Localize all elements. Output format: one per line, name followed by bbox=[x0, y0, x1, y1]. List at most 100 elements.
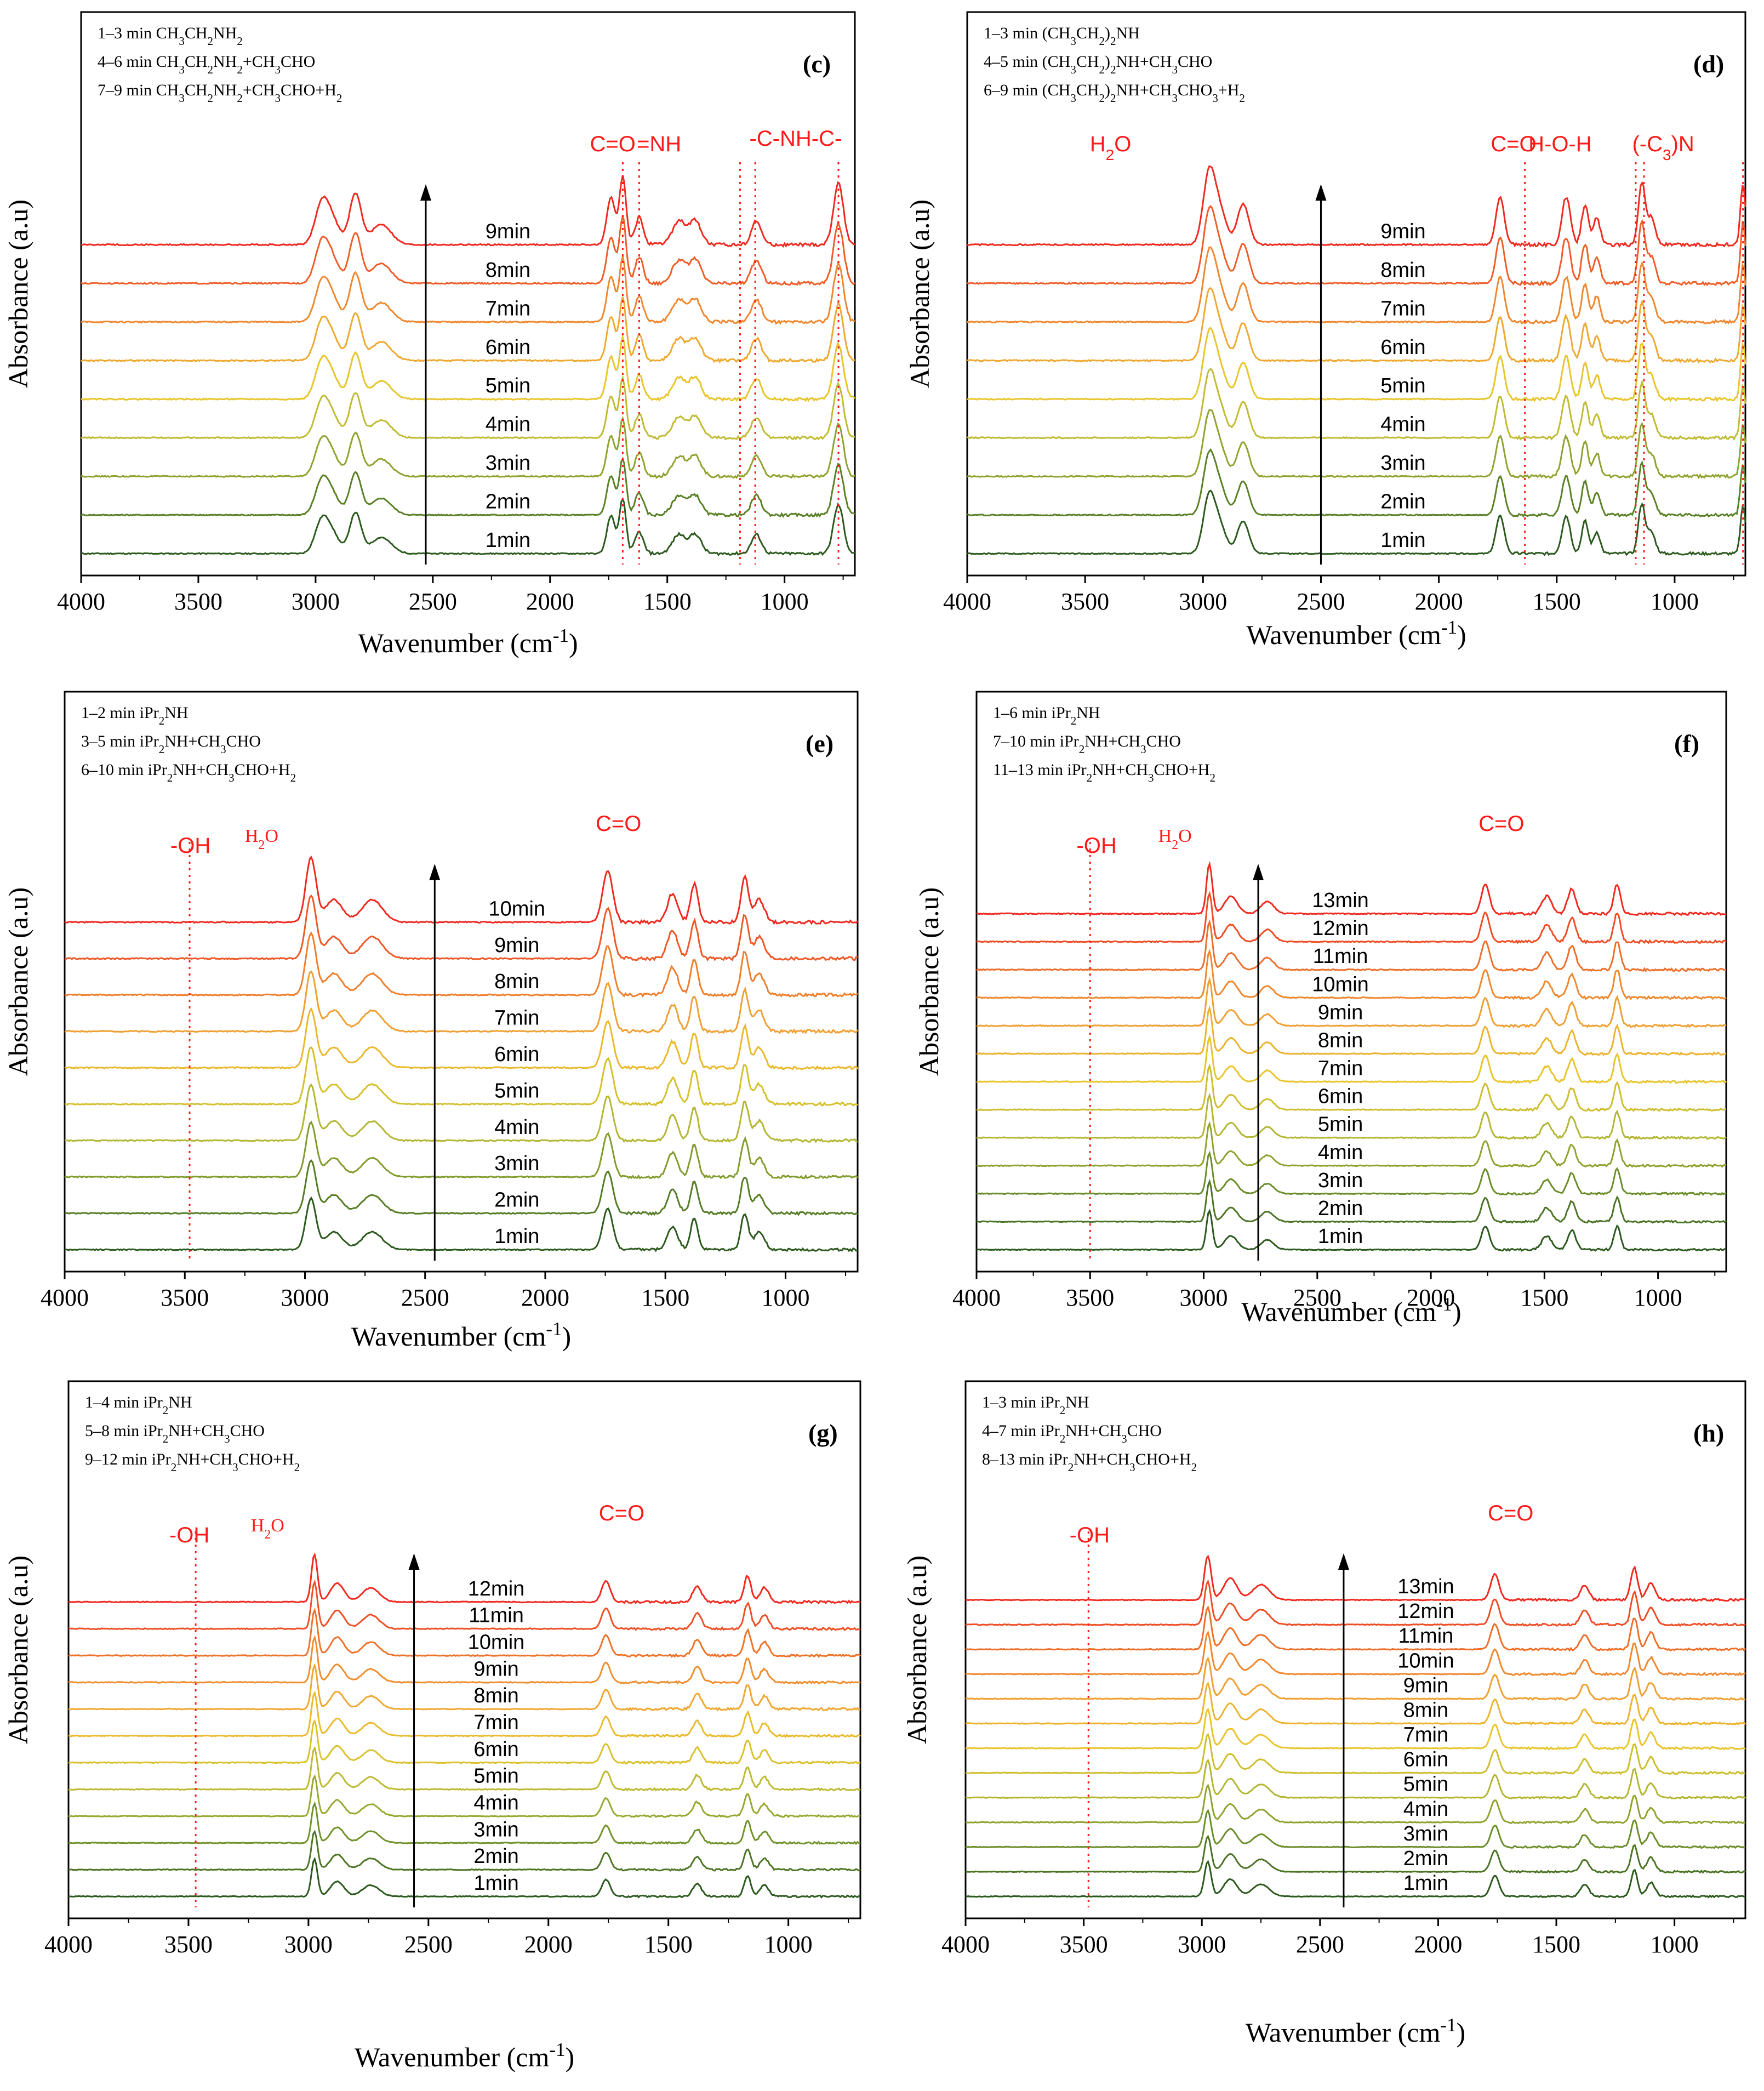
spectrum-7min bbox=[976, 1034, 1727, 1084]
legend-entry: 9–12 min iPr2NH+CH3CHO+H2 bbox=[85, 1450, 300, 1474]
peak-annotation: -OH bbox=[1076, 834, 1116, 858]
spectrum-3min bbox=[965, 1808, 1746, 1849]
spectrum-6min bbox=[64, 1007, 859, 1070]
spectrum-4min bbox=[965, 1784, 1746, 1825]
spectrum-11min bbox=[976, 919, 1726, 973]
spectrum-9min bbox=[977, 977, 1727, 1028]
legend-entry: 8–13 min iPr2NH+CH3CHO+H2 bbox=[982, 1450, 1197, 1474]
peak-annotation: -OH bbox=[170, 834, 210, 858]
series-label: 3min bbox=[1403, 1822, 1448, 1845]
series-label: 3min bbox=[473, 1818, 518, 1841]
x-tick-label: 2000 bbox=[1407, 1284, 1455, 1311]
arrow-head bbox=[1338, 1553, 1349, 1570]
legend-entry: 4–5 min (CH3CH2)2NH+CH3CHO bbox=[984, 53, 1212, 76]
peak-annotation: -OH bbox=[169, 1523, 209, 1547]
x-tick-label: 2500 bbox=[409, 588, 457, 615]
x-tick-label: 1000 bbox=[1634, 1284, 1682, 1311]
series-label: 5min bbox=[1318, 1113, 1363, 1136]
legend-entry: 5–8 min iPr2NH+CH3CHO bbox=[85, 1422, 265, 1445]
series-label: 6min bbox=[1380, 336, 1425, 359]
series-label: 7min bbox=[1380, 297, 1425, 320]
series-label: 1min bbox=[1318, 1225, 1363, 1248]
series-label: 4min bbox=[1318, 1141, 1363, 1164]
x-tick-label: 2000 bbox=[526, 588, 574, 615]
legend-entry: 3–5 min iPr2NH+CH3CHO bbox=[81, 732, 261, 756]
series-label: 8min bbox=[1380, 259, 1425, 282]
plot-frame bbox=[67, 1380, 861, 1919]
arrow-head bbox=[408, 1553, 420, 1570]
peak-annotation: C=O bbox=[590, 132, 635, 156]
series-label: 13min bbox=[1312, 889, 1369, 912]
series-label: 11min bbox=[1398, 1625, 1454, 1648]
series-label: 11min bbox=[469, 1604, 524, 1627]
panel-label: (f) bbox=[1674, 730, 1699, 757]
series-label: 9min bbox=[473, 1657, 518, 1680]
spectrum-1min bbox=[967, 489, 1746, 556]
x-tick-label: 2000 bbox=[1414, 1931, 1462, 1958]
plot-frame bbox=[975, 691, 1727, 1273]
x-tick-label: 1500 bbox=[1520, 1284, 1568, 1311]
series-label: 2min bbox=[473, 1845, 518, 1868]
x-tick-label: 1000 bbox=[1651, 1931, 1699, 1958]
peak-annotation: -C-NH-C- bbox=[749, 127, 842, 151]
series-label: 1min bbox=[1380, 529, 1425, 552]
legend-entry: 6–10 min iPr2NH+CH3CHO+H2 bbox=[81, 761, 296, 784]
x-tick-label: 2000 bbox=[1415, 588, 1463, 615]
x-tick-label: 2500 bbox=[401, 1284, 449, 1311]
spectrum-10min bbox=[64, 856, 859, 925]
legend-entry: 1–3 min CH3CH2NH2 bbox=[98, 24, 243, 48]
panel-label: (c) bbox=[803, 50, 831, 78]
spectrum-4min bbox=[64, 1083, 858, 1143]
series-label: 12min bbox=[468, 1577, 525, 1600]
series-label: 4min bbox=[494, 1116, 539, 1139]
spectrum-13min bbox=[965, 1554, 1746, 1602]
y-axis-title: Absorbance (a.u) bbox=[901, 1556, 932, 1744]
spectrum-8min bbox=[64, 931, 858, 998]
series-label: 1min bbox=[494, 1225, 539, 1248]
spectrum-10min bbox=[965, 1630, 1746, 1677]
series-label: 2min bbox=[1403, 1847, 1448, 1870]
spectrum-7min bbox=[81, 256, 855, 326]
series-label: 8min bbox=[1403, 1699, 1448, 1722]
legend-entry: 4–7 min iPr2NH+CH3CHO bbox=[982, 1422, 1162, 1445]
series-label: 11min bbox=[1313, 945, 1368, 968]
spectrum-9min bbox=[64, 894, 858, 962]
x-tick-label: 3000 bbox=[1178, 1931, 1226, 1958]
x-tick-label: 3500 bbox=[161, 1284, 209, 1311]
spectrum-9min bbox=[965, 1656, 1746, 1701]
x-tick-label: 4000 bbox=[41, 1284, 89, 1311]
series-label: 6min bbox=[1403, 1748, 1448, 1771]
spectrum-13min bbox=[976, 861, 1727, 916]
series-label: 4min bbox=[486, 413, 530, 436]
spectrum-2min bbox=[68, 1830, 861, 1872]
x-axis-title: Wavenumber (cm-1) bbox=[351, 1318, 571, 1352]
series-label: 8min bbox=[1318, 1029, 1363, 1052]
x-tick-label: 2500 bbox=[1297, 588, 1345, 615]
spectrum-12min bbox=[965, 1579, 1746, 1627]
series-label: 13min bbox=[1397, 1575, 1454, 1598]
series-label: 6min bbox=[473, 1738, 518, 1761]
peak-annotation: H2O bbox=[1090, 132, 1132, 163]
series-label: 5min bbox=[486, 374, 530, 397]
spectrum-9min bbox=[81, 175, 855, 248]
spectrum-5min bbox=[81, 334, 856, 402]
spectrum-2min bbox=[81, 457, 855, 518]
spectrum-4min bbox=[976, 1121, 1727, 1168]
x-tick-label: 1500 bbox=[1532, 1931, 1580, 1958]
x-tick-label: 1500 bbox=[644, 1931, 693, 1958]
y-axis-title: Absorbance (a.u) bbox=[3, 887, 33, 1076]
spectrum-6min bbox=[81, 297, 855, 364]
peak-annotation: C=O bbox=[1488, 1501, 1533, 1525]
x-tick-label: 1500 bbox=[1533, 588, 1581, 615]
spectrum-1min bbox=[965, 1860, 1746, 1899]
arrow-head bbox=[1253, 864, 1264, 880]
series-label: 7min bbox=[1403, 1724, 1448, 1747]
spectrum-7min bbox=[967, 246, 1746, 325]
series-label: 4min bbox=[1380, 413, 1425, 436]
spectrum-6min bbox=[965, 1733, 1746, 1775]
plot-frame bbox=[64, 691, 859, 1273]
spectrum-1min bbox=[64, 1196, 858, 1252]
legend-entry: 7–10 min iPr2NH+CH3CHO bbox=[993, 732, 1181, 756]
series-label: 7min bbox=[486, 297, 530, 320]
series-label: 9min bbox=[486, 220, 530, 243]
